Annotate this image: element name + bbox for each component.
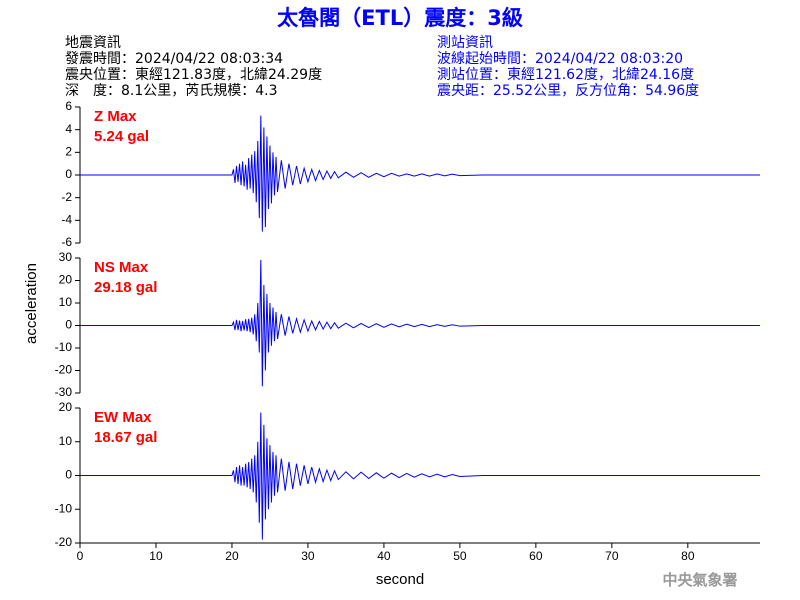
x-tick-label: 20: [225, 549, 239, 563]
max-label: 18.67 gal: [94, 429, 157, 446]
y-tick-label: -30: [55, 385, 73, 399]
y-axis-label: acceleration: [23, 263, 40, 344]
station-line: 測站位置：東經121.62度，北緯24.16度: [437, 67, 694, 83]
y-tick-label: 2: [65, 145, 72, 159]
station-line: 測站資訊: [437, 35, 493, 51]
x-tick-label: 40: [377, 549, 391, 563]
y-tick-label: 0: [65, 468, 72, 482]
x-tick-label: 10: [149, 549, 163, 563]
info-line: 深 度：8.1公里，芮氏規模：4.3: [65, 82, 278, 99]
y-tick-label: 0: [65, 167, 72, 181]
x-tick-label: 0: [77, 549, 84, 563]
waveform: [80, 115, 760, 232]
max-label: EW Max: [94, 409, 152, 426]
y-tick-label: 10: [59, 295, 73, 309]
y-tick-label: -2: [61, 190, 72, 204]
x-tick-label: 70: [605, 549, 619, 563]
x-tick-label: 60: [529, 549, 543, 563]
max-label: Z Max: [94, 108, 137, 125]
y-tick-label: -10: [55, 501, 73, 515]
y-tick-label: -20: [55, 535, 73, 549]
y-tick-label: 30: [59, 250, 73, 264]
title: 太魯閣（ETL）震度：3級: [277, 6, 523, 30]
y-tick-label: 4: [65, 122, 72, 136]
info-line: 震央位置：東經121.83度，北緯24.29度: [65, 67, 322, 83]
y-tick-label: 10: [59, 434, 73, 448]
max-label: 5.24 gal: [94, 128, 149, 145]
station-line: 波線起始時間：2024/04/22 08:03:20: [437, 51, 683, 67]
waveform: [80, 412, 760, 540]
waveform: [80, 259, 760, 387]
x-tick-label: 50: [453, 549, 467, 563]
y-tick-label: 0: [65, 318, 72, 332]
station-line: 震央距：25.52公里，反方位角：54.96度: [437, 83, 699, 99]
y-tick-label: -6: [61, 235, 72, 249]
x-axis-label: second: [376, 571, 424, 588]
y-tick-label: -20: [55, 363, 73, 377]
y-tick-label: -4: [61, 213, 72, 227]
y-tick-label: 20: [59, 400, 73, 414]
info-line: 地震資訊: [65, 35, 121, 51]
max-label: NS Max: [94, 259, 149, 276]
footer: 中央氣象署: [662, 571, 737, 589]
y-tick-label: -10: [55, 340, 73, 354]
x-tick-label: 80: [681, 549, 695, 563]
y-tick-label: 6: [65, 99, 72, 113]
max-label: 29.18 gal: [94, 279, 157, 296]
x-tick-label: 30: [301, 549, 315, 563]
y-tick-label: 20: [59, 273, 73, 287]
info-line: 發震時間：2024/04/22 08:03:34: [65, 51, 283, 67]
